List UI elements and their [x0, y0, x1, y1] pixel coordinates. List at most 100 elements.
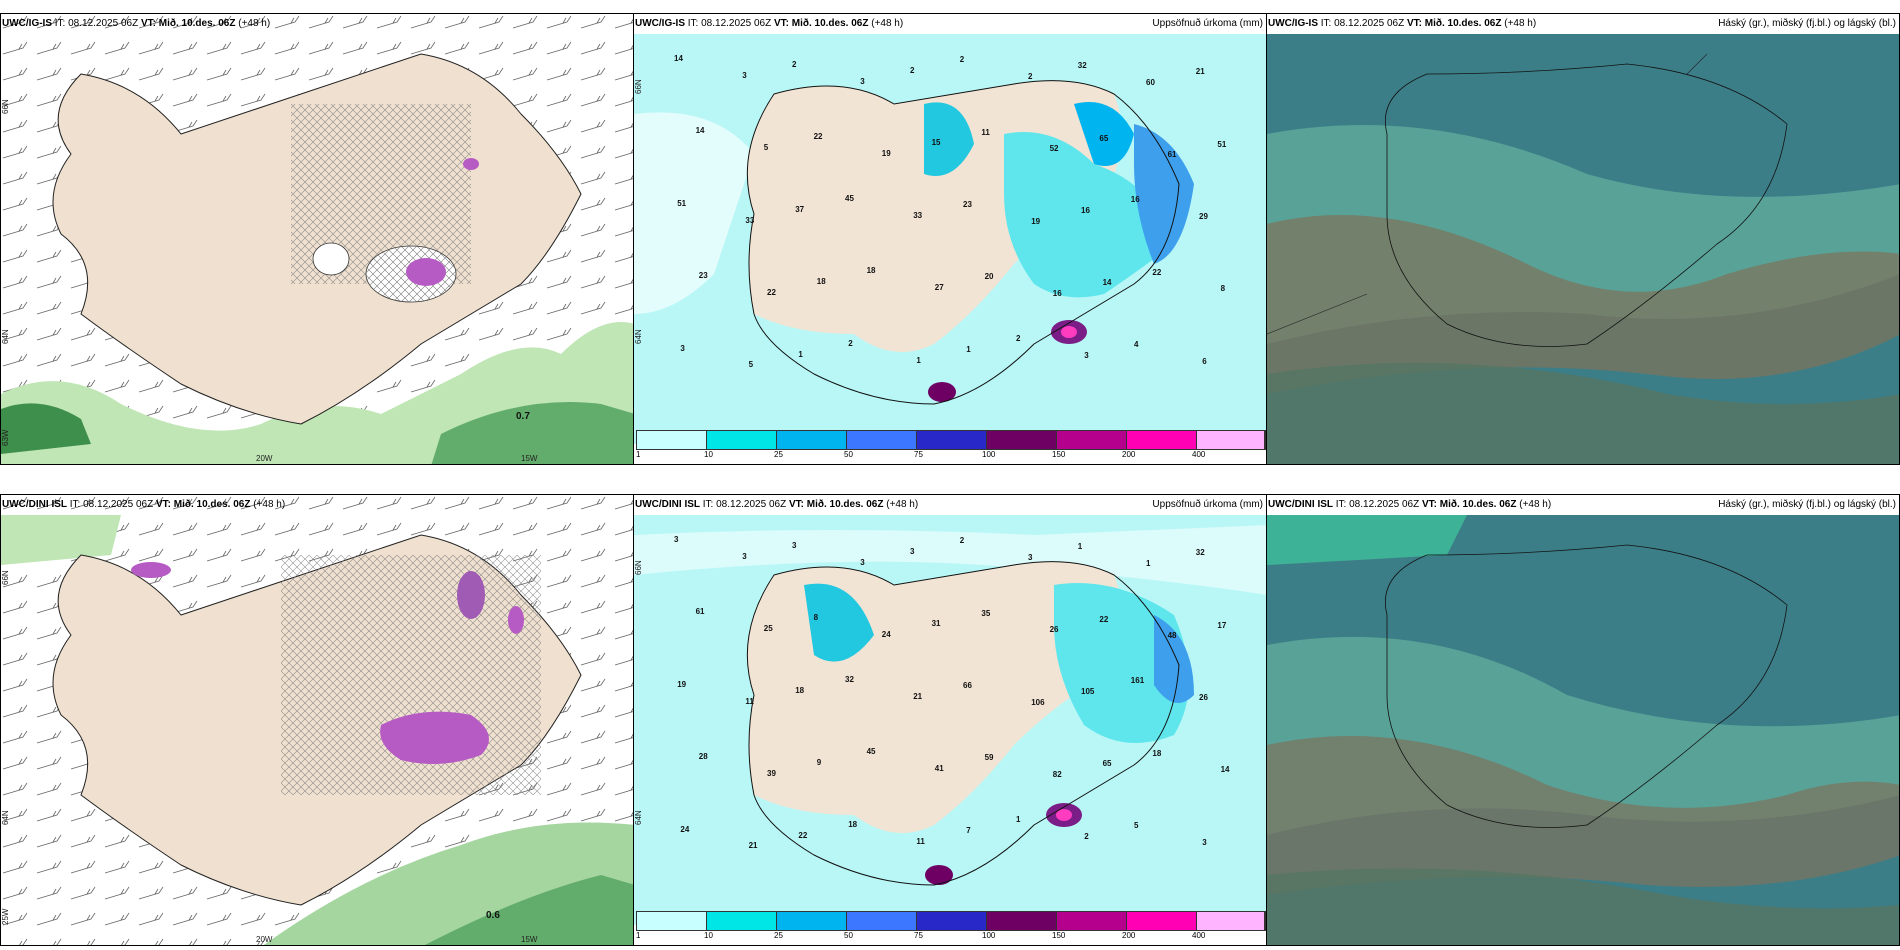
- precip-value-label: 21: [1195, 67, 1205, 77]
- colorbar-tick: 75: [914, 450, 923, 459]
- lat-label: 64N: [634, 329, 643, 344]
- precip-value-label: 82: [1052, 770, 1062, 780]
- lon-label: 15W: [521, 935, 538, 944]
- precip-value-label: 32: [1077, 61, 1087, 71]
- panel-subtitle: Háský (gr.), miðský (fj.bl.) og lágský (…: [1718, 18, 1896, 29]
- colorbar-tick: 100: [982, 450, 996, 459]
- precip-value-label: 5: [763, 143, 769, 153]
- precip-value-label: 11: [745, 696, 754, 706]
- colorbar-tick: 25: [774, 931, 783, 940]
- precip-value-label: 1: [798, 349, 803, 359]
- precip-value-label: 3: [910, 547, 915, 556]
- precip-value-label: 33: [913, 210, 923, 220]
- precip-value-label: 21: [748, 841, 758, 851]
- value-label: 0.6: [486, 910, 500, 921]
- colorbar-tick: 150: [1052, 931, 1066, 940]
- colorbar-tick: 10: [704, 450, 713, 459]
- precip-value-label: 2: [959, 55, 965, 65]
- value-label: 0.7: [516, 411, 530, 422]
- map-panel-bottom-left: UWC/DINI ISL IT: 08.12.2025 06Z VT: Mið.…: [0, 494, 634, 946]
- precip-value-label: 11: [916, 836, 925, 846]
- panel-title: UWC/IG-IS IT: 08.12.2025 06Z VT: Mið. 10…: [1268, 18, 1537, 29]
- precip-value-label: 29: [1199, 212, 1208, 221]
- lon-label: 20W: [256, 454, 273, 463]
- precip-value-label: 24: [881, 630, 891, 640]
- precip-value-label: 45: [866, 747, 876, 757]
- lat-label: 64N: [1, 810, 10, 825]
- precip-value-label: 1: [966, 344, 971, 354]
- colorbar-tick: 25: [774, 450, 783, 459]
- colorbar-tick: 200: [1122, 450, 1136, 459]
- lat-label: 66N: [1, 570, 10, 585]
- precip-value-label: 27: [934, 283, 944, 293]
- precip-value-label: 45: [845, 194, 854, 203]
- precip-value-label: 23: [963, 200, 972, 209]
- lat-label: 66N: [1, 99, 10, 114]
- precip-value-label: 23: [698, 271, 708, 281]
- precip-value-label: 61: [1167, 150, 1177, 160]
- map-panel-bottom-right: UWC/DINI ISL IT: 08.12.2025 06Z VT: Mið.…: [1266, 494, 1900, 946]
- panel-subtitle: Uppsöfnuð úrkoma (mm): [1152, 18, 1263, 29]
- precip-value-label: 22: [813, 132, 823, 142]
- precip-value-label: 18: [848, 819, 858, 829]
- precip-value-label: 1: [916, 355, 921, 365]
- precip-value-label: 17: [1217, 620, 1227, 630]
- precip-value-label: 19: [1031, 216, 1041, 226]
- panel-title: UWC/DINI ISL IT: 08.12.2025 06Z VT: Mið.…: [1268, 499, 1552, 510]
- precip-value-label: 2: [910, 66, 915, 75]
- map-panel-bottom-mid: UWC/DINI ISL IT: 08.12.2025 06Z VT: Mið.…: [633, 494, 1267, 946]
- precip-value-label: 3: [860, 76, 865, 86]
- precip-value-label: 25: [763, 624, 773, 634]
- precip-value-label: 33: [745, 215, 755, 225]
- precip-value-label: 2: [1028, 72, 1033, 81]
- precip-value-label: 21: [913, 691, 923, 701]
- precip-map-top-mid: [634, 14, 1266, 464]
- precip-value-label: 2: [792, 60, 797, 69]
- precip-value-label: 59: [984, 753, 994, 763]
- precip-value-label: 31: [931, 619, 941, 629]
- precip-value-label: 26: [1049, 625, 1059, 635]
- precip-value-label: 51: [1217, 139, 1227, 149]
- cloud-map-bottom-right: [1267, 495, 1899, 945]
- precip-value-label: 60: [1146, 78, 1155, 87]
- colorbar-tick: 10: [704, 931, 713, 940]
- panel-subtitle: Háský (gr.), miðský (fj.bl.) og lágský (…: [1718, 499, 1896, 510]
- precip-value-label: 37: [795, 204, 805, 214]
- map-panel-top-right: UWC/IG-IS IT: 08.12.2025 06Z VT: Mið. 10…: [1266, 13, 1900, 465]
- lat-label: 64N: [1, 329, 10, 344]
- precip-value-label: 3: [860, 557, 865, 567]
- precip-value-label: 3: [792, 541, 797, 550]
- precip-value-label: 14: [1102, 278, 1112, 288]
- precip-value-label: 22: [1152, 267, 1162, 277]
- precip-value-label: 14: [695, 126, 705, 136]
- precip-value-label: 1: [1077, 542, 1083, 552]
- panel-title: UWC/IG-IS IT: 08.12.2025 06Z VT: Mið. 10…: [2, 18, 271, 29]
- wind-map-bottom-left: [1, 495, 633, 945]
- wind-map-top-left: [1, 14, 633, 464]
- colorbar-tick: 50: [844, 450, 853, 459]
- precip-value-label: 5: [1134, 821, 1139, 830]
- lon-label: 15W: [521, 454, 538, 463]
- lon-label: 63W: [1, 429, 10, 446]
- panel-title: UWC/DINI ISL IT: 08.12.2025 06Z VT: Mið.…: [2, 499, 286, 510]
- precip-value-label: 2: [1084, 831, 1089, 841]
- precip-value-label: 14: [674, 54, 683, 63]
- precip-value-label: 16: [1130, 195, 1140, 205]
- precip-value-label: 24: [680, 824, 690, 834]
- precip-value-label: 20: [984, 272, 994, 282]
- precip-value-label: 18: [795, 685, 805, 695]
- panel-title: UWC/DINI ISL IT: 08.12.2025 06Z VT: Mið.…: [635, 499, 919, 510]
- precip-value-label: 161: [1130, 676, 1145, 686]
- colorbar-tick: 1: [636, 931, 641, 940]
- precip-value-label: 2: [959, 536, 965, 546]
- colorbar-tick: 50: [844, 931, 853, 940]
- precip-value-label: 3: [742, 70, 747, 80]
- colorbar-tick: 400: [1192, 931, 1206, 940]
- precip-value-label: 35: [981, 608, 991, 618]
- precip-value-label: 22: [767, 288, 776, 297]
- precip-value-label: 18: [866, 266, 876, 276]
- precip-value-label: 14: [1220, 765, 1230, 775]
- precip-value-label: 32: [845, 675, 854, 684]
- precip-value-label: 1: [1146, 559, 1151, 568]
- precip-value-label: 3: [1084, 350, 1089, 360]
